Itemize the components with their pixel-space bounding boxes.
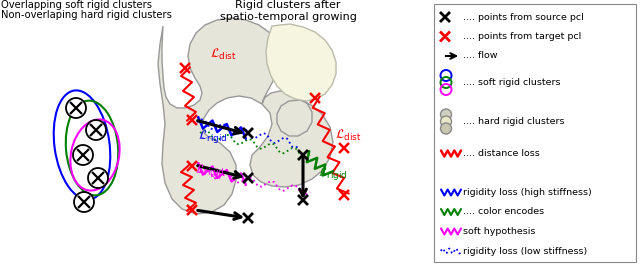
Text: soft hypothesis: soft hypothesis xyxy=(463,227,536,236)
Text: $\mathcal{L}_{\rm dist}$: $\mathcal{L}_{\rm dist}$ xyxy=(335,128,362,143)
Text: .... flow: .... flow xyxy=(463,52,497,60)
Text: $\mathcal{L}_{\rm dist}$: $\mathcal{L}_{\rm dist}$ xyxy=(210,47,237,62)
Text: rigidity loss (high stiffness): rigidity loss (high stiffness) xyxy=(463,188,592,197)
FancyBboxPatch shape xyxy=(434,4,636,262)
Text: $\mathcal{L}_{\rm rigid}$: $\mathcal{L}_{\rm rigid}$ xyxy=(318,165,348,182)
Text: $\mathcal{L}_{\rm rigid}$: $\mathcal{L}_{\rm rigid}$ xyxy=(198,128,228,145)
Polygon shape xyxy=(266,24,336,101)
Circle shape xyxy=(86,120,106,140)
Text: .... points from target pcl: .... points from target pcl xyxy=(463,32,581,41)
Circle shape xyxy=(73,145,93,165)
Text: Non-overlaping hard rigid clusters: Non-overlaping hard rigid clusters xyxy=(1,10,172,20)
Circle shape xyxy=(88,168,108,188)
Text: .... points from source pcl: .... points from source pcl xyxy=(463,13,584,22)
Text: .... color encodes: .... color encodes xyxy=(463,207,544,217)
Text: .... distance loss: .... distance loss xyxy=(463,149,540,158)
Circle shape xyxy=(440,116,451,127)
Polygon shape xyxy=(158,18,333,214)
Circle shape xyxy=(66,98,86,118)
Text: Overlapping soft rigid clusters: Overlapping soft rigid clusters xyxy=(1,0,152,10)
Text: rigidity loss (low stiffness): rigidity loss (low stiffness) xyxy=(463,247,588,256)
Circle shape xyxy=(440,109,451,120)
Circle shape xyxy=(440,123,451,134)
Text: .... hard rigid clusters: .... hard rigid clusters xyxy=(463,117,564,126)
Text: .... soft rigid clusters: .... soft rigid clusters xyxy=(463,78,561,87)
Text: Rigid clusters after
spatio-temporal growing: Rigid clusters after spatio-temporal gro… xyxy=(220,0,356,22)
Text: $\mathcal{L}_{\rm rigid}$: $\mathcal{L}_{\rm rigid}$ xyxy=(195,162,225,179)
Circle shape xyxy=(74,192,94,212)
